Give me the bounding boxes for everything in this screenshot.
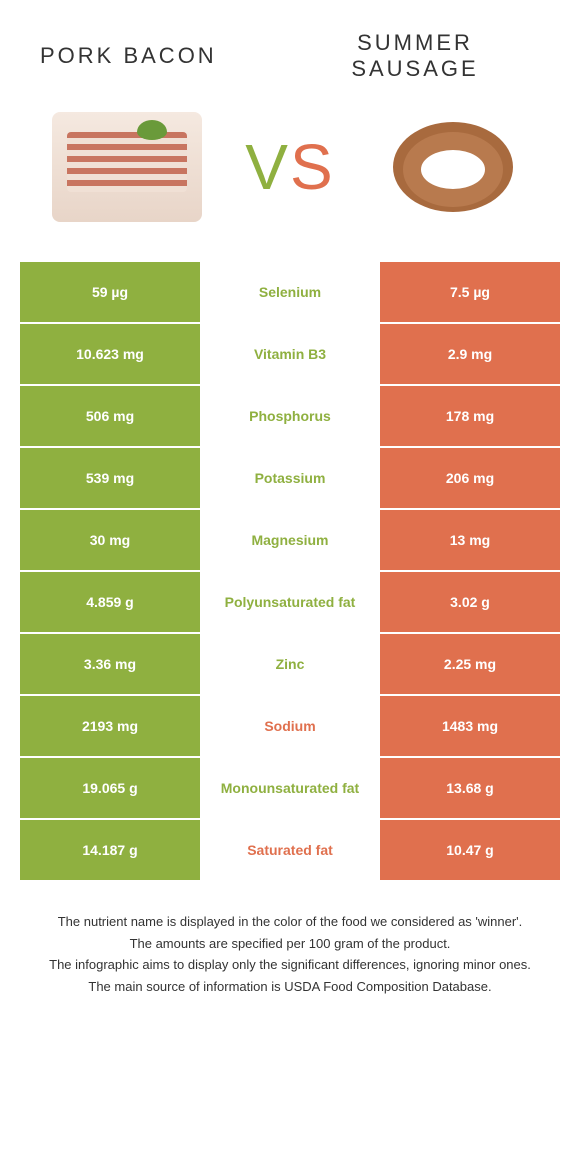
right-value: 2.9 mg: [380, 324, 560, 384]
table-row: 539 mgPotassium206 mg: [20, 448, 560, 508]
right-value: 206 mg: [380, 448, 560, 508]
right-value: 7.5 µg: [380, 262, 560, 322]
left-value: 19.065 g: [20, 758, 200, 818]
vs-v: V: [245, 131, 290, 203]
table-row: 30 mgMagnesium13 mg: [20, 510, 560, 570]
right-value: 3.02 g: [380, 572, 560, 632]
nutrient-name: Magnesium: [200, 510, 380, 570]
nutrient-name: Saturated fat: [200, 820, 380, 880]
left-food-title: Pork Bacon: [40, 43, 290, 69]
left-value: 2193 mg: [20, 696, 200, 756]
nutrient-name: Monounsaturated fat: [200, 758, 380, 818]
nutrient-name: Selenium: [200, 262, 380, 322]
header: Pork Bacon Summer Sausage: [0, 0, 580, 92]
left-value: 3.36 mg: [20, 634, 200, 694]
footnote-line: The main source of information is USDA F…: [30, 977, 550, 997]
right-value: 10.47 g: [380, 820, 560, 880]
left-value: 14.187 g: [20, 820, 200, 880]
footnote-line: The amounts are specified per 100 gram o…: [30, 934, 550, 954]
nutrient-table: 59 µgSelenium7.5 µg10.623 mgVitamin B32.…: [20, 262, 560, 880]
left-value: 10.623 mg: [20, 324, 200, 384]
table-row: 59 µgSelenium7.5 µg: [20, 262, 560, 322]
footnote-line: The infographic aims to display only the…: [30, 955, 550, 975]
table-row: 2193 mgSodium1483 mg: [20, 696, 560, 756]
images-row: VS: [0, 92, 580, 262]
table-row: 3.36 mgZinc2.25 mg: [20, 634, 560, 694]
table-row: 19.065 gMonounsaturated fat13.68 g: [20, 758, 560, 818]
left-value: 539 mg: [20, 448, 200, 508]
right-value: 1483 mg: [380, 696, 560, 756]
table-row: 4.859 gPolyunsaturated fat3.02 g: [20, 572, 560, 632]
right-value: 13 mg: [380, 510, 560, 570]
footnote-line: The nutrient name is displayed in the co…: [30, 912, 550, 932]
left-value: 30 mg: [20, 510, 200, 570]
right-food-title: Summer Sausage: [290, 30, 540, 82]
nutrient-name: Vitamin B3: [200, 324, 380, 384]
table-row: 14.187 gSaturated fat10.47 g: [20, 820, 560, 880]
table-row: 10.623 mgVitamin B32.9 mg: [20, 324, 560, 384]
nutrient-name: Potassium: [200, 448, 380, 508]
vs-s: S: [290, 131, 335, 203]
bacon-image: [52, 112, 202, 222]
left-value: 506 mg: [20, 386, 200, 446]
footnotes: The nutrient name is displayed in the co…: [0, 882, 580, 1018]
left-value: 59 µg: [20, 262, 200, 322]
nutrient-name: Zinc: [200, 634, 380, 694]
right-value: 13.68 g: [380, 758, 560, 818]
table-row: 506 mgPhosphorus178 mg: [20, 386, 560, 446]
nutrient-name: Sodium: [200, 696, 380, 756]
right-value: 178 mg: [380, 386, 560, 446]
right-value: 2.25 mg: [380, 634, 560, 694]
vs-label: VS: [245, 130, 334, 204]
sausage-image: [378, 112, 528, 222]
nutrient-name: Polyunsaturated fat: [200, 572, 380, 632]
nutrient-name: Phosphorus: [200, 386, 380, 446]
left-value: 4.859 g: [20, 572, 200, 632]
